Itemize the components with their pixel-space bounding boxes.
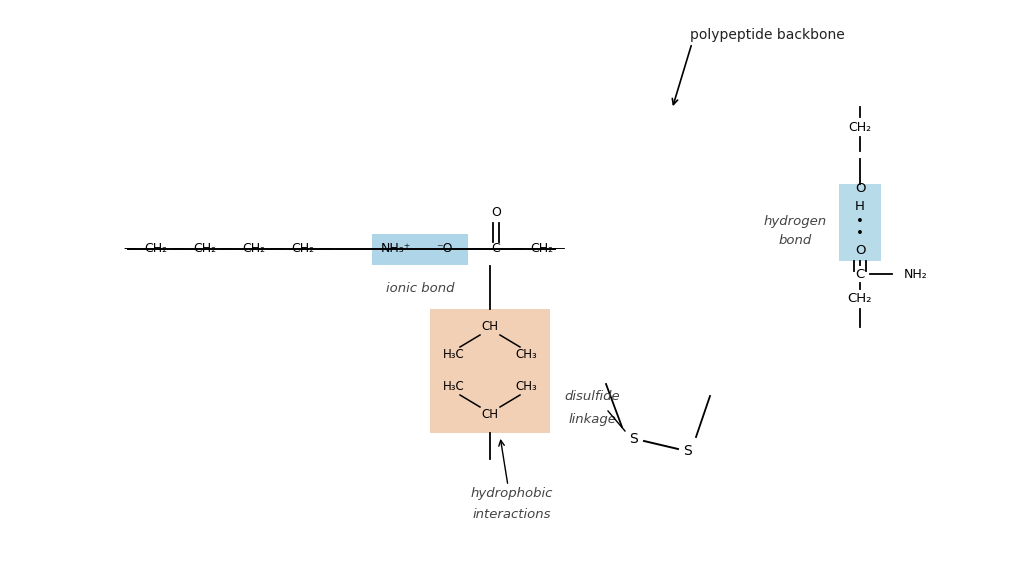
Text: —: — — [217, 243, 238, 255]
Text: O: O — [855, 244, 865, 258]
Text: CH₂: CH₂ — [144, 243, 168, 255]
Text: disulfide: disulfide — [564, 390, 620, 404]
Text: linkage: linkage — [568, 412, 616, 426]
Text: NH₃⁺: NH₃⁺ — [381, 243, 412, 255]
Text: H: H — [855, 200, 865, 214]
Text: —: — — [266, 243, 287, 255]
Text: •: • — [856, 215, 864, 229]
Text: C: C — [492, 243, 501, 255]
Text: polypeptide backbone: polypeptide backbone — [690, 28, 845, 42]
Bar — [839, 184, 881, 261]
Text: O: O — [492, 206, 501, 218]
Text: CH₂: CH₂ — [194, 243, 216, 255]
Text: —: — — [469, 243, 481, 255]
Bar — [372, 233, 468, 265]
Text: CH₂: CH₂ — [849, 120, 871, 134]
Text: O: O — [855, 182, 865, 196]
Text: CH₂: CH₂ — [848, 292, 872, 306]
Text: hydrophobic: hydrophobic — [471, 486, 553, 500]
Text: C: C — [855, 267, 864, 280]
Text: ionic bond: ionic bond — [386, 283, 455, 295]
Text: CH₂: CH₂ — [292, 243, 314, 255]
Text: interactions: interactions — [473, 508, 551, 522]
Text: CH₃: CH₃ — [515, 349, 537, 361]
Text: H₃C: H₃C — [443, 349, 465, 361]
Text: S: S — [684, 444, 692, 458]
Text: —: — — [315, 243, 336, 255]
Text: —: — — [549, 243, 565, 255]
Text: CH: CH — [481, 321, 499, 334]
Text: CH₃: CH₃ — [515, 380, 537, 394]
Text: bond: bond — [778, 234, 812, 247]
Text: —: — — [168, 243, 188, 255]
Text: —: — — [120, 243, 140, 255]
Text: •: • — [856, 228, 864, 240]
Text: CH₂: CH₂ — [530, 243, 554, 255]
Text: —: — — [511, 243, 523, 255]
Text: CH: CH — [481, 409, 499, 422]
Text: H₃C: H₃C — [443, 380, 465, 394]
Text: NH₂: NH₂ — [904, 267, 928, 280]
Text: CH₂: CH₂ — [243, 243, 265, 255]
Text: ⁻O: ⁻O — [436, 243, 453, 255]
Text: S: S — [630, 432, 638, 446]
Text: hydrogen: hydrogen — [764, 214, 826, 228]
Bar — [430, 309, 550, 433]
